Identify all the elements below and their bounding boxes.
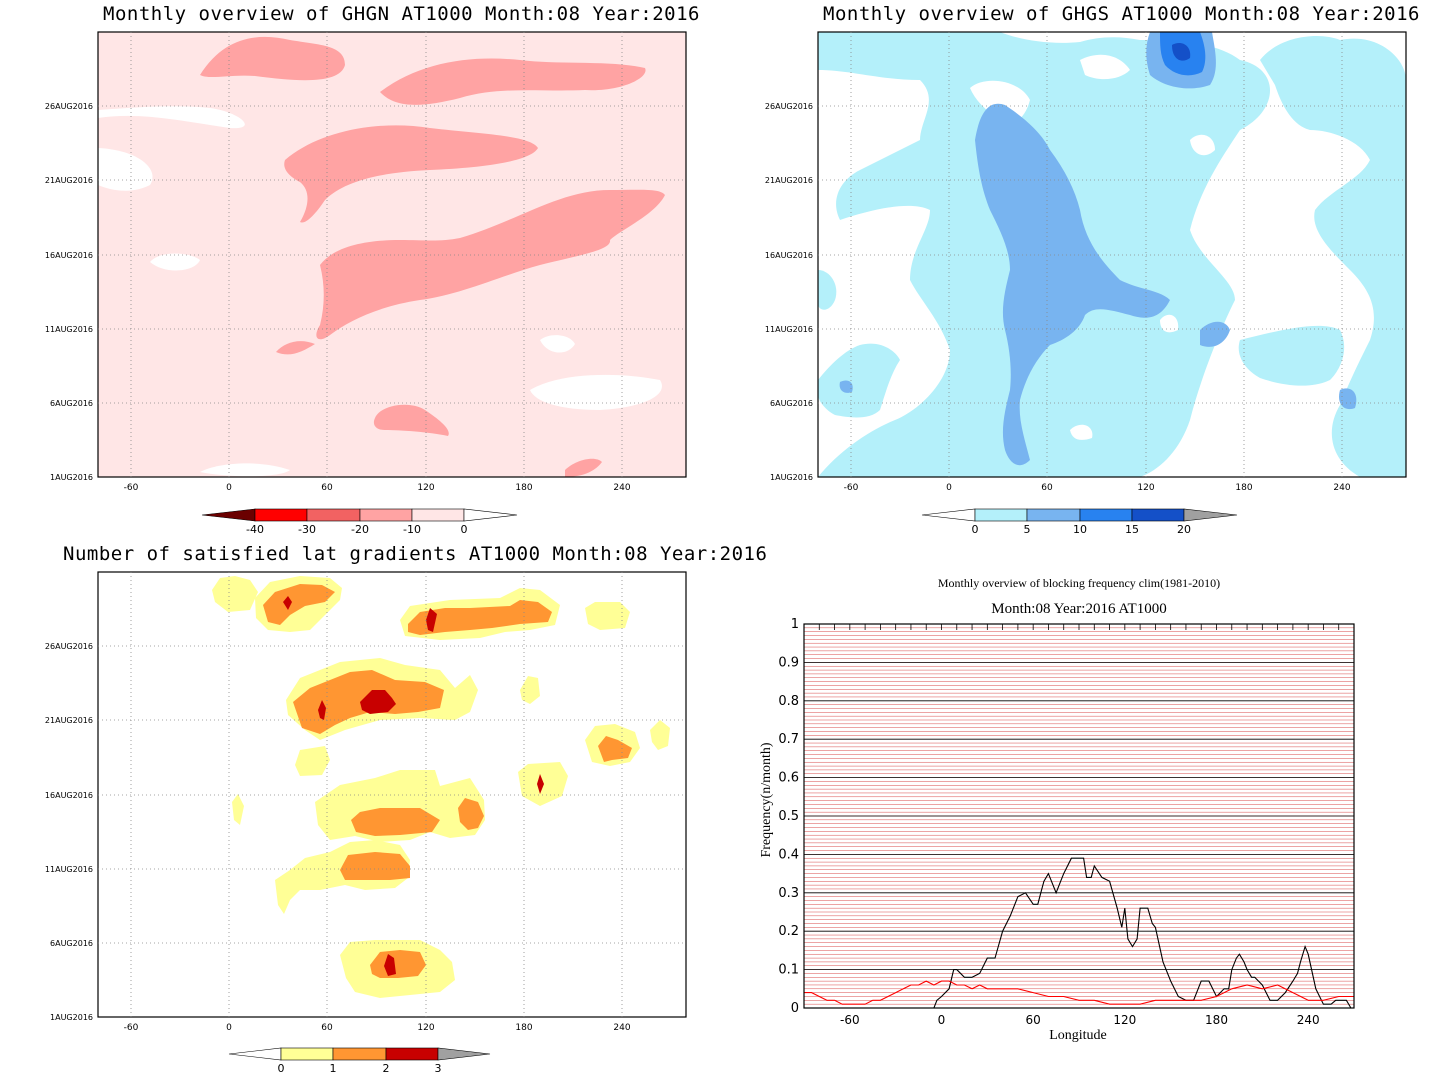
y-tick-label: 0 <box>791 1001 799 1016</box>
colorbar-label: 15 <box>1125 523 1139 536</box>
y-tick-label: 0.8 <box>778 694 799 709</box>
x-tick-label: 0 <box>938 1013 946 1027</box>
y-tick-label: 6AUG2016 <box>50 399 93 408</box>
colorbar-label: 0 <box>278 1062 285 1075</box>
y-tick-label: 1 <box>791 617 799 632</box>
ghgn-panel: Monthly overview of GHGN AT1000 Month:08… <box>0 0 720 545</box>
colorbar-label: 0 <box>972 523 979 536</box>
x-tick-label: 120 <box>1137 483 1154 493</box>
x-axis-label: Longitude <box>1049 1028 1107 1043</box>
y-tick-label: 1AUG2016 <box>50 473 93 482</box>
y-tick-label: 0.5 <box>778 809 799 824</box>
freq-subtitle: Month:08 Year:2016 AT1000 <box>991 601 1166 617</box>
y-tick-label: 1AUG2016 <box>770 473 813 482</box>
x-tick-label: 240 <box>1297 1013 1320 1027</box>
colorbar-label: 10 <box>1073 523 1087 536</box>
colorbar-label: 20 <box>1177 523 1191 536</box>
x-tick-label: -60 <box>844 483 859 493</box>
x-tick-label: 240 <box>1333 483 1350 493</box>
x-tick-label: -60 <box>124 483 139 493</box>
y-tick-label: 11AUG2016 <box>45 325 93 334</box>
colorbar-label: 0 <box>461 523 468 536</box>
y-tick-label: 11AUG2016 <box>765 325 813 334</box>
x-tick-label: 240 <box>613 483 630 493</box>
colorbar-label: 1 <box>330 1062 337 1075</box>
x-tick-label: -60 <box>840 1013 860 1027</box>
lat-colorbar <box>228 1047 491 1061</box>
y-tick-label: 0.4 <box>778 847 799 862</box>
y-tick-label: 26AUG2016 <box>45 102 93 111</box>
ghgn-map: -60 0 60 120 180 240 1AUG2016 6AUG2016 1… <box>45 31 687 536</box>
y-tick-label: 16AUG2016 <box>45 791 93 800</box>
y-tick-label: 0.3 <box>778 886 799 901</box>
y-tick-label: 26AUG2016 <box>45 642 93 651</box>
x-tick-label: 120 <box>417 483 434 493</box>
x-tick-label: 180 <box>515 483 532 493</box>
y-tick-label: 21AUG2016 <box>45 176 93 185</box>
y-tick-label: 1AUG2016 <box>50 1013 93 1022</box>
ghgn-title: Monthly overview of GHGN AT1000 Month:08… <box>103 3 700 25</box>
x-tick-label: 60 <box>1026 1013 1041 1027</box>
ghgs-colorbar <box>921 508 1238 522</box>
x-tick-label: 0 <box>946 483 952 493</box>
x-tick-label: 0 <box>226 1023 232 1033</box>
y-tick-label: 26AUG2016 <box>765 102 813 111</box>
freq-title: Monthly overview of blocking frequency c… <box>938 576 1220 590</box>
x-tick-label: 180 <box>1235 483 1252 493</box>
ghgn-colorbar <box>201 508 518 522</box>
freq-grid <box>804 623 1354 1009</box>
lat-panel: Number of satisfied lat gradients AT1000… <box>0 540 767 1091</box>
x-tick-label: 180 <box>1205 1013 1228 1027</box>
x-tick-label: 60 <box>1041 483 1053 493</box>
x-tick-label: 120 <box>417 1023 434 1033</box>
colorbar-label: -40 <box>246 523 264 536</box>
y-tick-label: 6AUG2016 <box>50 939 93 948</box>
y-tick-label: 16AUG2016 <box>765 251 813 260</box>
y-tick-label: 21AUG2016 <box>45 716 93 725</box>
series-line-1 <box>804 980 1354 1005</box>
y-tick-label: 6AUG2016 <box>770 399 813 408</box>
ghgs-panel: Monthly overview of GHGS AT1000 Month:08… <box>720 0 1440 545</box>
y-tick-label: 11AUG2016 <box>45 865 93 874</box>
colorbar-label: -30 <box>298 523 316 536</box>
y-tick-label: 0.7 <box>778 732 799 747</box>
ghgs-map: -60 0 60 120 180 240 1AUG2016 6AUG2016 1… <box>765 31 1407 536</box>
colorbar-label: -20 <box>351 523 369 536</box>
freq-chart: Monthly overview of blocking frequency c… <box>759 576 1355 1043</box>
y-tick-label: 16AUG2016 <box>45 251 93 260</box>
x-tick-label: 120 <box>1113 1013 1136 1027</box>
y-tick-label: 21AUG2016 <box>765 176 813 185</box>
y-tick-label: 0.9 <box>778 655 799 670</box>
x-tick-label: -60 <box>124 1023 139 1033</box>
colorbar-label: 3 <box>435 1062 442 1075</box>
lat-title: Number of satisfied lat gradients AT1000… <box>63 543 768 565</box>
x-tick-label: 0 <box>226 483 232 493</box>
x-tick-label: 60 <box>321 1023 333 1033</box>
y-axis-label: Frequency(n/month) <box>759 742 774 857</box>
series-line-0 <box>804 857 1354 1009</box>
y-tick-label: 0.1 <box>778 963 799 978</box>
x-tick-label: 180 <box>515 1023 532 1033</box>
freq-panel: Monthly overview of blocking frequency c… <box>720 545 1440 1091</box>
lat-map: -60 0 60 120 180 240 1AUG2016 6AUG2016 1… <box>45 571 687 1075</box>
freq-lines <box>804 857 1354 1009</box>
y-tick-label: 0.2 <box>778 924 799 939</box>
colorbar-label: -10 <box>403 523 421 536</box>
colorbar-label: 5 <box>1024 523 1031 536</box>
ghgs-title: Monthly overview of GHGS AT1000 Month:08… <box>823 3 1420 25</box>
freq-axes: 0 0.1 0.2 0.3 0.4 0.5 0.6 0.7 0.8 0.9 1 -60 0 60 120 18… <box>778 617 1355 1027</box>
x-tick-label: 240 <box>613 1023 630 1033</box>
x-tick-label: 60 <box>321 483 333 493</box>
colorbar-label: 2 <box>383 1062 390 1075</box>
y-tick-label: 0.6 <box>778 771 799 786</box>
